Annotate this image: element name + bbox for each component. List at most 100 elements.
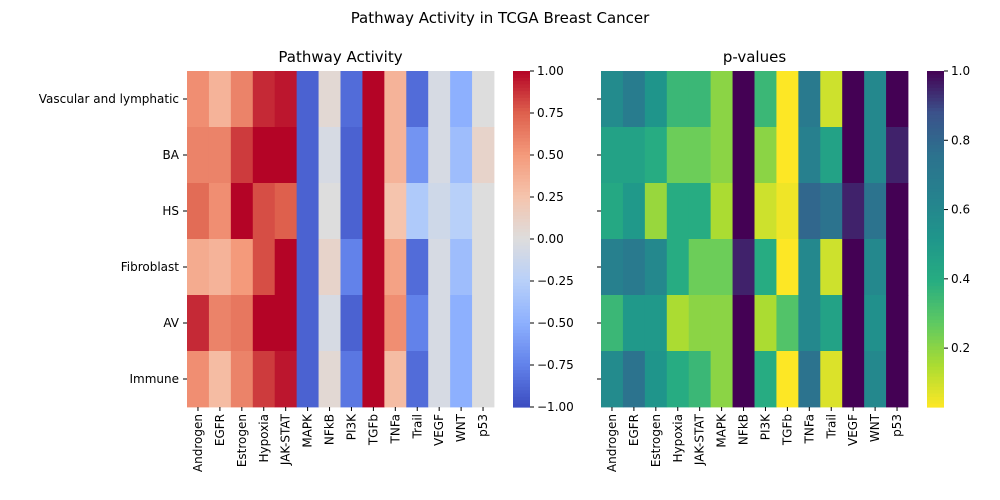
colorbar-segment	[927, 279, 944, 284]
heatmap-cell	[864, 351, 887, 408]
heatmap-cell	[732, 295, 755, 352]
colorbar-segment	[927, 124, 944, 129]
colorbar-segment	[927, 396, 944, 401]
colorbar-segment	[927, 168, 944, 173]
colorbar-segment	[927, 91, 944, 96]
colorbar-segment	[513, 316, 530, 321]
colorbar-segment	[927, 393, 944, 398]
heatmap-cell	[274, 71, 298, 128]
heatmap-cell	[732, 239, 755, 296]
heatmap-cell	[187, 183, 210, 240]
colorbar-segment	[513, 383, 530, 388]
colorbar-segment	[513, 107, 530, 112]
colorbar-segment	[927, 259, 944, 264]
heatmap-cell	[864, 127, 887, 184]
heatmap-cell	[384, 351, 407, 408]
colorbar-segment	[513, 77, 530, 82]
colorbar-segment	[927, 198, 944, 203]
colorbar-segment	[513, 380, 530, 385]
colorbar-tick-label: 0.75	[537, 106, 564, 120]
colorbar-segment	[513, 111, 530, 116]
colorbar-segment	[927, 252, 944, 257]
colorbar-segment	[927, 84, 944, 89]
heatmap-cell	[406, 239, 429, 296]
heatmap-cell	[406, 127, 429, 184]
colorbar-segment	[513, 396, 530, 401]
colorbar-segment	[513, 235, 530, 240]
heatmap-cell	[666, 295, 690, 352]
heatmap-cell	[864, 295, 887, 352]
heatmap-cell	[187, 295, 210, 352]
y-tick-labels: Vascular and lymphatic BA HS Fibroblast AV Im…	[39, 92, 187, 386]
colorbar-segment	[927, 359, 944, 364]
colorbar-segment	[927, 343, 944, 348]
heatmap-cell	[362, 295, 385, 352]
heatmap-cell	[384, 127, 407, 184]
colorbar-segment	[513, 272, 530, 277]
colorbar-segment	[513, 94, 530, 99]
colorbar-segment	[513, 87, 530, 92]
heatmap-cell	[688, 239, 712, 296]
colorbar-segment	[927, 161, 944, 166]
colorbar-segment	[927, 286, 944, 290]
heatmap-cell	[208, 183, 232, 240]
colorbar-segment	[927, 94, 944, 99]
colorbar-segment	[513, 151, 530, 156]
colorbar-segment	[927, 101, 944, 106]
heatmap-cell	[776, 71, 799, 128]
colorbar-segment	[927, 302, 944, 307]
colorbar-segment	[927, 403, 944, 408]
colorbar-segment	[927, 121, 944, 126]
colorbar-segment	[927, 71, 944, 75]
colorbar-segment	[927, 178, 944, 183]
colorbar-segment	[927, 323, 944, 327]
y-tick-label: Immune	[129, 372, 179, 386]
colorbar-segment	[927, 134, 944, 139]
heatmap-cell	[450, 239, 473, 296]
x-tick-label: Hypoxia	[671, 414, 685, 463]
x-tick-label: PI3K	[344, 413, 358, 440]
heatmap-cell	[886, 351, 909, 408]
x-tick-label: MAPK	[715, 413, 729, 448]
heatmap-cell	[208, 351, 232, 408]
colorbar-segment	[927, 346, 944, 351]
x-tick-label: NFkB	[323, 414, 337, 445]
x-tick-label: Trail	[824, 414, 838, 440]
heatmap-cell	[274, 127, 298, 184]
colorbar-segment	[513, 306, 530, 311]
colorbar-tick-label: −1.00	[537, 400, 574, 414]
heatmap-cell	[644, 351, 668, 408]
colorbar-segment	[513, 239, 530, 243]
heatmap-cell	[362, 351, 385, 408]
colorbar-segment	[513, 202, 530, 206]
colorbar-segment	[513, 97, 530, 102]
heatmap-cell	[754, 295, 777, 352]
colorbar-segment	[927, 296, 944, 301]
heatmap-cell	[406, 71, 429, 128]
x-tick-label: Androgen	[191, 414, 205, 472]
colorbar-segment	[513, 245, 530, 250]
heatmap-cell	[362, 183, 385, 240]
colorbar-segment	[927, 272, 944, 277]
colorbar-segment	[513, 81, 530, 86]
colorbar-segment	[513, 141, 530, 146]
heatmap-cell	[187, 71, 210, 128]
heatmap-cell	[296, 127, 319, 184]
colorbar-segment	[927, 188, 944, 193]
heatmap-cell	[472, 351, 495, 408]
heatmap-cell	[472, 183, 495, 240]
x-tick-label: VEGF	[432, 414, 446, 446]
heatmap-cell	[384, 295, 407, 352]
colorbar-segment	[927, 128, 944, 133]
colorbar-segment	[513, 289, 530, 294]
heatmap-cell	[666, 239, 690, 296]
heatmap-cell	[644, 295, 668, 352]
colorbar-segment	[513, 346, 530, 351]
x-tick-label: TGFb	[780, 414, 794, 446]
figure-suptitle: Pathway Activity in TCGA Breast Cancer	[351, 9, 650, 27]
heatmap-cell	[842, 127, 865, 184]
colorbar-segment	[513, 366, 530, 371]
colorbar-segment	[513, 155, 530, 159]
colorbar-segment	[927, 386, 944, 391]
heatmap-cell	[230, 127, 254, 184]
